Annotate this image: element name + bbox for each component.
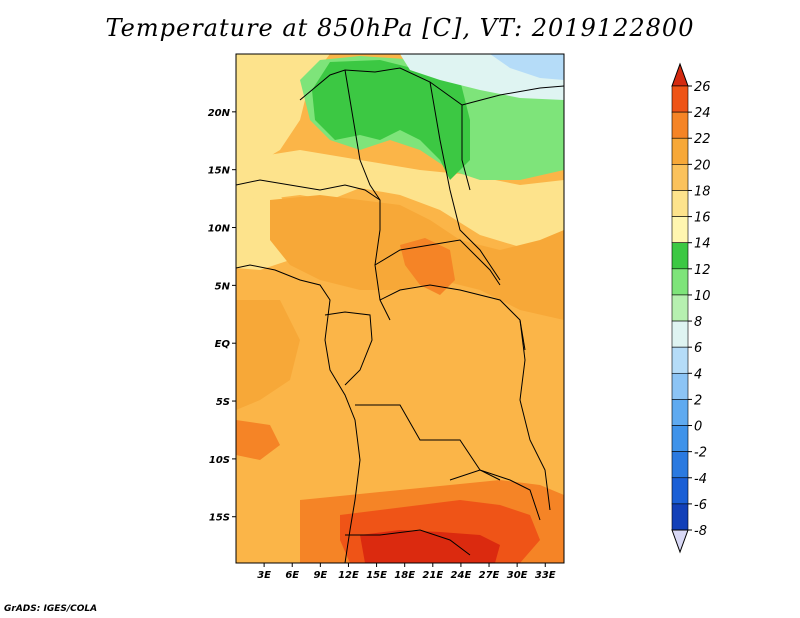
- lat-tick-label: 15N: [208, 166, 231, 177]
- latitude-axis: 20N 15N 10N 5N EQ 5S 10S 15S: [208, 108, 236, 524]
- colorbar-swatch: [671, 451, 689, 479]
- border-east-lakes: [519, 319, 551, 511]
- colorbar-over-triangle: [671, 62, 689, 87]
- colorbar-swatch: [671, 85, 689, 113]
- map-title: Temperature at 850hPa [C], VT: 201912280…: [105, 14, 695, 42]
- colorbar-label: 18: [694, 184, 711, 199]
- colorbar-swatch: [671, 268, 689, 296]
- colorbar-label: 24: [694, 106, 711, 121]
- lat-tick-label: 5N: [215, 281, 231, 292]
- colorbar-label: 6: [694, 341, 702, 356]
- colorbar-label: 10: [694, 289, 711, 304]
- longitude-axis: 3E 6E 9E 12E 15E 18E 21E 24E 27E 30E 33E: [257, 563, 556, 581]
- colorbar-swatch: [671, 346, 689, 374]
- colorbar-label: 4: [694, 367, 702, 382]
- field-coast-orange: [236, 300, 300, 410]
- lon-tick-label: 15E: [366, 570, 387, 581]
- credit-label: GrADS: IGES/COLA: [4, 604, 98, 614]
- colorbar-swatch: [671, 190, 689, 217]
- field-south-deep-red: [360, 530, 500, 563]
- temperature-field: [236, 54, 564, 563]
- colorbar-label: 16: [694, 211, 711, 226]
- colorbar-label: 12: [694, 263, 711, 278]
- colorbar-label: -8: [694, 524, 707, 539]
- colorbar-under-triangle: [671, 529, 689, 554]
- border-sahara: [299, 67, 471, 191]
- colorbar-label: 22: [694, 132, 711, 147]
- country-borders: [236, 67, 564, 563]
- border-niger-chad: [344, 69, 391, 321]
- lon-tick-label: 12E: [338, 570, 359, 581]
- colorbar-swatch: [671, 372, 689, 400]
- colorbar-swatch: [671, 425, 689, 452]
- lat-tick-label: 20N: [208, 108, 231, 119]
- colorbar-label: -6: [694, 498, 707, 513]
- colorbar-label: 2: [694, 393, 702, 408]
- border-coast-west: [236, 264, 361, 563]
- border-drc-angola: [355, 404, 501, 481]
- border-zambia: [449, 469, 541, 521]
- colorbar-swatch: [671, 399, 689, 426]
- colorbar-swatch: [671, 216, 689, 244]
- colorbar-swatch: [671, 137, 689, 165]
- lat-tick-label: 10S: [209, 455, 230, 466]
- field-sahel-green: [312, 60, 470, 180]
- lon-tick-label: 21E: [422, 570, 443, 581]
- border-chad-sudan: [429, 81, 501, 281]
- field-west-coast-orange: [236, 420, 280, 460]
- colorbar-label: -2: [694, 446, 707, 461]
- border-nigeria: [236, 179, 381, 201]
- lat-tick-label: EQ: [215, 339, 231, 350]
- border-angola-namibia: [345, 529, 471, 556]
- colorbar-swatch: [671, 164, 689, 191]
- colorbar-swatch: [671, 503, 689, 531]
- border-gabon: [324, 311, 373, 386]
- field-car-orange: [400, 238, 455, 295]
- lon-tick-label: 27E: [479, 570, 500, 581]
- lon-tick-label: 18E: [394, 570, 415, 581]
- field-sahel-yellow: [236, 150, 564, 250]
- lat-tick-label: 10N: [208, 224, 231, 235]
- plot-frame: [235, 53, 565, 564]
- lon-tick-label: 9E: [313, 570, 327, 581]
- colorbar-swatch: [671, 242, 689, 270]
- border-northeast: [461, 85, 564, 106]
- colorbar-label: 0: [694, 420, 702, 435]
- field-northeast-blue: [490, 54, 564, 80]
- colorbar-label: 20: [694, 158, 711, 173]
- colorbar-swatch: [671, 320, 689, 348]
- colorbar-label: -4: [694, 472, 707, 487]
- colorbar-swatch: [671, 477, 689, 505]
- lat-tick-label: 5S: [216, 397, 230, 408]
- border-car: [374, 239, 501, 286]
- lon-tick-label: 6E: [285, 570, 299, 581]
- lon-tick-label: 24E: [451, 570, 472, 581]
- colorbar-label: 8: [694, 315, 702, 330]
- lon-tick-label: 33E: [535, 570, 556, 581]
- colorbar-label: 26: [694, 80, 711, 95]
- lat-tick-label: 15S: [209, 513, 230, 524]
- lon-tick-label: 3E: [257, 570, 271, 581]
- colorbar-label: 14: [694, 237, 711, 252]
- colorbar-swatch: [671, 294, 689, 322]
- lon-tick-label: 30E: [507, 570, 528, 581]
- colorbar-swatch: [671, 111, 689, 139]
